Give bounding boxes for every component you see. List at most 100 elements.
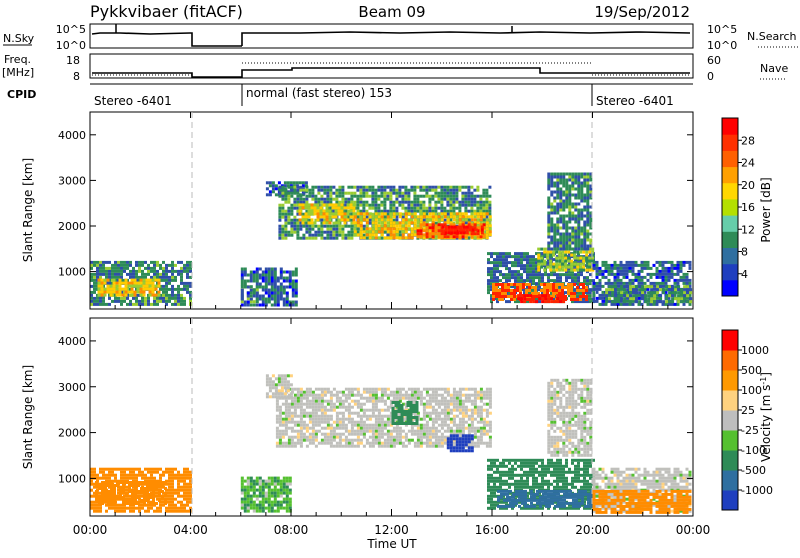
heatmap-cell bbox=[320, 228, 323, 231]
heatmap-cell bbox=[107, 502, 110, 505]
heatmap-cell bbox=[599, 297, 602, 300]
heatmap-cell bbox=[326, 218, 329, 221]
heatmap-cell bbox=[383, 189, 386, 192]
heatmap-cell bbox=[105, 303, 108, 306]
heatmap-cell bbox=[465, 218, 468, 221]
heatmap-cell bbox=[553, 176, 556, 179]
heatmap-cell bbox=[335, 212, 338, 215]
heatmap-cell bbox=[453, 212, 456, 215]
heatmap-cell bbox=[149, 493, 152, 496]
heatmap-cell bbox=[158, 484, 161, 487]
heatmap-cell bbox=[656, 276, 659, 279]
heatmap-cell bbox=[662, 270, 665, 273]
heatmap-cell bbox=[562, 273, 565, 276]
heatmap-cell bbox=[366, 230, 369, 233]
heatmap-cell bbox=[356, 216, 359, 219]
heatmap-cell bbox=[278, 219, 281, 222]
heatmap-cell bbox=[119, 481, 122, 484]
heatmap-cell bbox=[129, 474, 132, 477]
heatmap-cell bbox=[359, 186, 362, 189]
heatmap-cell bbox=[152, 285, 155, 288]
heatmap-cell bbox=[338, 231, 341, 234]
heatmap-cell bbox=[281, 189, 284, 192]
heatmap-cell bbox=[259, 268, 262, 271]
heatmap-cell bbox=[614, 264, 617, 267]
heatmap-cell bbox=[565, 206, 568, 209]
heatmap-cell bbox=[292, 289, 295, 292]
heatmap-cell bbox=[347, 206, 350, 209]
heatmap-cell bbox=[565, 191, 568, 194]
heatmap-cell bbox=[556, 224, 559, 227]
heatmap-cell bbox=[438, 223, 441, 226]
heatmap-cell bbox=[549, 289, 552, 292]
heatmap-cell bbox=[247, 274, 250, 277]
heatmap-cell bbox=[650, 285, 653, 288]
heatmap-cell bbox=[290, 210, 293, 213]
heatmap-cell bbox=[256, 277, 259, 280]
heatmap-cell bbox=[559, 236, 562, 239]
heatmap-cell bbox=[411, 230, 414, 233]
heatmap-cell bbox=[617, 270, 620, 273]
heatmap-cell bbox=[360, 233, 363, 236]
heatmap-cell bbox=[558, 260, 561, 263]
heatmap-cell bbox=[550, 300, 553, 303]
heatmap-cell bbox=[513, 295, 516, 298]
heatmap-cell bbox=[241, 300, 244, 303]
heatmap-cell bbox=[647, 273, 650, 276]
heatmap-cell bbox=[444, 212, 447, 215]
heatmap-cell bbox=[174, 477, 177, 480]
heatmap-cell bbox=[291, 445, 294, 448]
heatmap-cell bbox=[677, 291, 680, 294]
heatmap-cell bbox=[423, 229, 426, 232]
heatmap-cell bbox=[517, 261, 520, 264]
heatmap-cell bbox=[113, 487, 116, 490]
heatmap-cell bbox=[378, 221, 381, 224]
heatmap-cell bbox=[501, 283, 504, 286]
heatmap-cell bbox=[437, 198, 440, 201]
heatmap-cell bbox=[550, 221, 553, 224]
heatmap-cell bbox=[571, 218, 574, 221]
heatmap-cell bbox=[464, 201, 467, 204]
heatmap-cell bbox=[410, 204, 413, 207]
heatmap-cell bbox=[253, 271, 256, 274]
heatmap-cell bbox=[526, 255, 529, 258]
heatmap-cell bbox=[553, 209, 556, 212]
heatmap-cell bbox=[341, 212, 344, 215]
heatmap-cell bbox=[570, 286, 573, 289]
heatmap-cell bbox=[562, 176, 565, 179]
heatmap-cell bbox=[101, 487, 104, 490]
heatmap-cell bbox=[550, 212, 553, 215]
heatmap-cell bbox=[492, 295, 495, 298]
heatmap-cell bbox=[286, 477, 289, 480]
heatmap-cell bbox=[250, 498, 253, 501]
heatmap-cell bbox=[274, 489, 277, 492]
heatmap-cell bbox=[519, 283, 522, 286]
heatmap-cell bbox=[271, 477, 274, 480]
heatmap-cell bbox=[323, 198, 326, 201]
heatmap-cell bbox=[377, 186, 380, 189]
heatmap-cell bbox=[565, 245, 568, 248]
heatmap-cell bbox=[107, 496, 110, 499]
heatmap-cell bbox=[101, 490, 104, 493]
heatmap-cell bbox=[168, 492, 171, 495]
heatmap-cell bbox=[517, 255, 520, 258]
heatmap-cell bbox=[174, 504, 177, 507]
heatmap-cell bbox=[540, 283, 543, 286]
heatmap-cell bbox=[338, 203, 341, 206]
heatmap-cell bbox=[470, 201, 473, 204]
heatmap-cell bbox=[93, 273, 96, 276]
heatmap-cell bbox=[287, 213, 290, 216]
heatmap-cell bbox=[299, 181, 302, 184]
heatmap-cell bbox=[480, 212, 483, 215]
heatmap-cell bbox=[537, 269, 540, 272]
heatmap-cell bbox=[479, 207, 482, 210]
heatmap-cell bbox=[326, 228, 329, 231]
heatmap-cell bbox=[168, 495, 171, 498]
heatmap-cell bbox=[150, 270, 153, 273]
heatmap-cell bbox=[111, 300, 114, 303]
heatmap-cell bbox=[96, 297, 99, 300]
heatmap-cell bbox=[686, 294, 689, 297]
heatmap-cell bbox=[413, 204, 416, 207]
heatmap-cell bbox=[324, 388, 327, 391]
heatmap-cell bbox=[674, 288, 677, 291]
